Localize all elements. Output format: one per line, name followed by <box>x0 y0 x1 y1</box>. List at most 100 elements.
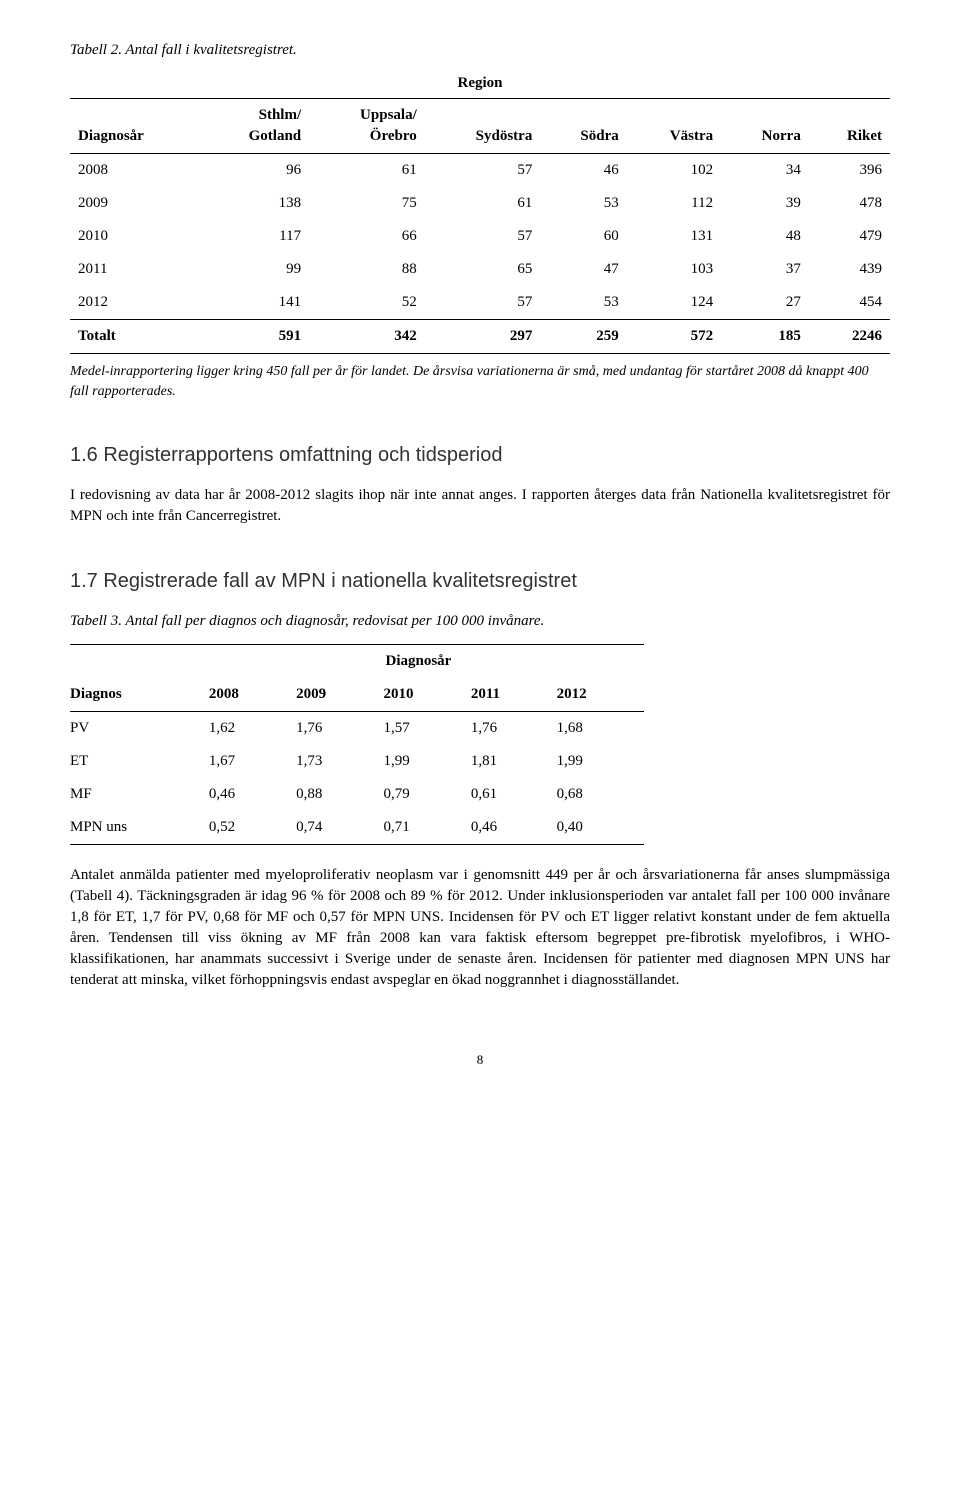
table-cell: 57 <box>425 154 541 188</box>
table-cell: 591 <box>200 320 309 354</box>
table-cell: 2246 <box>809 320 890 354</box>
table-cell: 479 <box>809 220 890 253</box>
table-cell: 65 <box>425 253 541 286</box>
table-cell: 2010 <box>70 220 200 253</box>
table-cell: 1,68 <box>557 712 644 746</box>
table-row: PV1,621,761,571,761,68 <box>70 712 644 746</box>
table-cell: 27 <box>721 286 809 320</box>
table2-years-row: Diagnos 2008 2009 2010 2011 2012 <box>70 678 644 712</box>
col-sthlm: Sthlm/Gotland <box>200 99 309 154</box>
table-total-row: Totalt5913422972595721852246 <box>70 320 890 354</box>
table-cell: 1,57 <box>384 712 471 746</box>
table-cell: 47 <box>540 253 626 286</box>
table-cell: 1,81 <box>471 745 557 778</box>
col-vastra: Västra <box>627 99 721 154</box>
table-cell: 57 <box>425 220 541 253</box>
table-cell: 131 <box>627 220 721 253</box>
table-cell: 37 <box>721 253 809 286</box>
table-cell: 39 <box>721 187 809 220</box>
table-cell: 1,67 <box>209 745 296 778</box>
table-cell: 0,61 <box>471 778 557 811</box>
table-cell: Totalt <box>70 320 200 354</box>
table-row: 20119988654710337439 <box>70 253 890 286</box>
table-row: 201214152575312427454 <box>70 286 890 320</box>
table-region-counts: Diagnosår Sthlm/Gotland Uppsala/Örebro S… <box>70 98 890 354</box>
table-cell: 0,71 <box>384 811 471 845</box>
table-cell: 297 <box>425 320 541 354</box>
table-cell: 0,52 <box>209 811 296 845</box>
col-uppsala: Uppsala/Örebro <box>309 99 425 154</box>
section-1-7-title: 1.7 Registrerade fall av MPN i nationell… <box>70 567 890 595</box>
table-cell: 141 <box>200 286 309 320</box>
table-cell: 124 <box>627 286 721 320</box>
table-cell: 103 <box>627 253 721 286</box>
table-row: 201011766576013148479 <box>70 220 890 253</box>
table-cell: 2008 <box>70 154 200 188</box>
col-2011: 2011 <box>471 678 557 712</box>
table1-super-header: Region <box>70 73 890 94</box>
table-cell: 0,88 <box>296 778 383 811</box>
table-cell: 1,99 <box>384 745 471 778</box>
col-2010: 2010 <box>384 678 471 712</box>
table-row: MPN uns0,520,740,710,460,40 <box>70 811 644 845</box>
table2-super-header: Diagnosår <box>209 645 644 679</box>
table-cell: 88 <box>309 253 425 286</box>
table-cell: 478 <box>809 187 890 220</box>
table2-caption: Tabell 2. Antal fall i kvalitetsregistre… <box>70 40 890 61</box>
col-diagnos: Diagnos <box>70 678 209 712</box>
table-cell: 0,74 <box>296 811 383 845</box>
table-cell: 2009 <box>70 187 200 220</box>
table-cell: 396 <box>809 154 890 188</box>
table-cell: 2011 <box>70 253 200 286</box>
table-cell: 102 <box>627 154 721 188</box>
table-cell: 185 <box>721 320 809 354</box>
col-norra: Norra <box>721 99 809 154</box>
table-cell: 53 <box>540 286 626 320</box>
table-row: 200913875615311239478 <box>70 187 890 220</box>
table-cell: 57 <box>425 286 541 320</box>
table-cell: 439 <box>809 253 890 286</box>
table-cell: 61 <box>309 154 425 188</box>
table-row: ET1,671,731,991,811,99 <box>70 745 644 778</box>
section-1-6-body: I redovisning av data har år 2008-2012 s… <box>70 485 890 527</box>
table-cell: 48 <box>721 220 809 253</box>
table-cell: 61 <box>425 187 541 220</box>
table-cell: 1,76 <box>471 712 557 746</box>
table2-super-row: Diagnosår <box>70 645 644 679</box>
table-cell: 60 <box>540 220 626 253</box>
table-cell: 454 <box>809 286 890 320</box>
col-2009: 2009 <box>296 678 383 712</box>
table-cell: 572 <box>627 320 721 354</box>
table-cell: MPN uns <box>70 811 209 845</box>
table-cell: 96 <box>200 154 309 188</box>
table-cell: 34 <box>721 154 809 188</box>
col-riket: Riket <box>809 99 890 154</box>
table-cell: MF <box>70 778 209 811</box>
table-cell: 0,79 <box>384 778 471 811</box>
table-cell: 1,76 <box>296 712 383 746</box>
table-cell: PV <box>70 712 209 746</box>
table-cell: 138 <box>200 187 309 220</box>
col-diagnosar: Diagnosår <box>70 99 200 154</box>
table-cell: 259 <box>540 320 626 354</box>
table-cell: 46 <box>540 154 626 188</box>
table-row: MF0,460,880,790,610,68 <box>70 778 644 811</box>
table-cell: 1,73 <box>296 745 383 778</box>
table-cell: 0,46 <box>471 811 557 845</box>
table-cell: 66 <box>309 220 425 253</box>
table-header-row: Diagnosår Sthlm/Gotland Uppsala/Örebro S… <box>70 99 890 154</box>
table-cell: 53 <box>540 187 626 220</box>
table-cell: 1,99 <box>557 745 644 778</box>
table3-caption: Tabell 3. Antal fall per diagnos och dia… <box>70 611 890 632</box>
table-cell: 342 <box>309 320 425 354</box>
body-paragraph: Antalet anmälda patienter med myeloproli… <box>70 865 890 991</box>
col-2012: 2012 <box>557 678 644 712</box>
table-cell: 0,40 <box>557 811 644 845</box>
table-cell: 117 <box>200 220 309 253</box>
section-1-6-title: 1.6 Registerrapportens omfattning och ti… <box>70 441 890 469</box>
table-cell: ET <box>70 745 209 778</box>
table-cell: 112 <box>627 187 721 220</box>
table-row: 20089661574610234396 <box>70 154 890 188</box>
table1-footnote: Medel-inrapportering ligger kring 450 fa… <box>70 362 890 401</box>
col-sodra: Södra <box>540 99 626 154</box>
